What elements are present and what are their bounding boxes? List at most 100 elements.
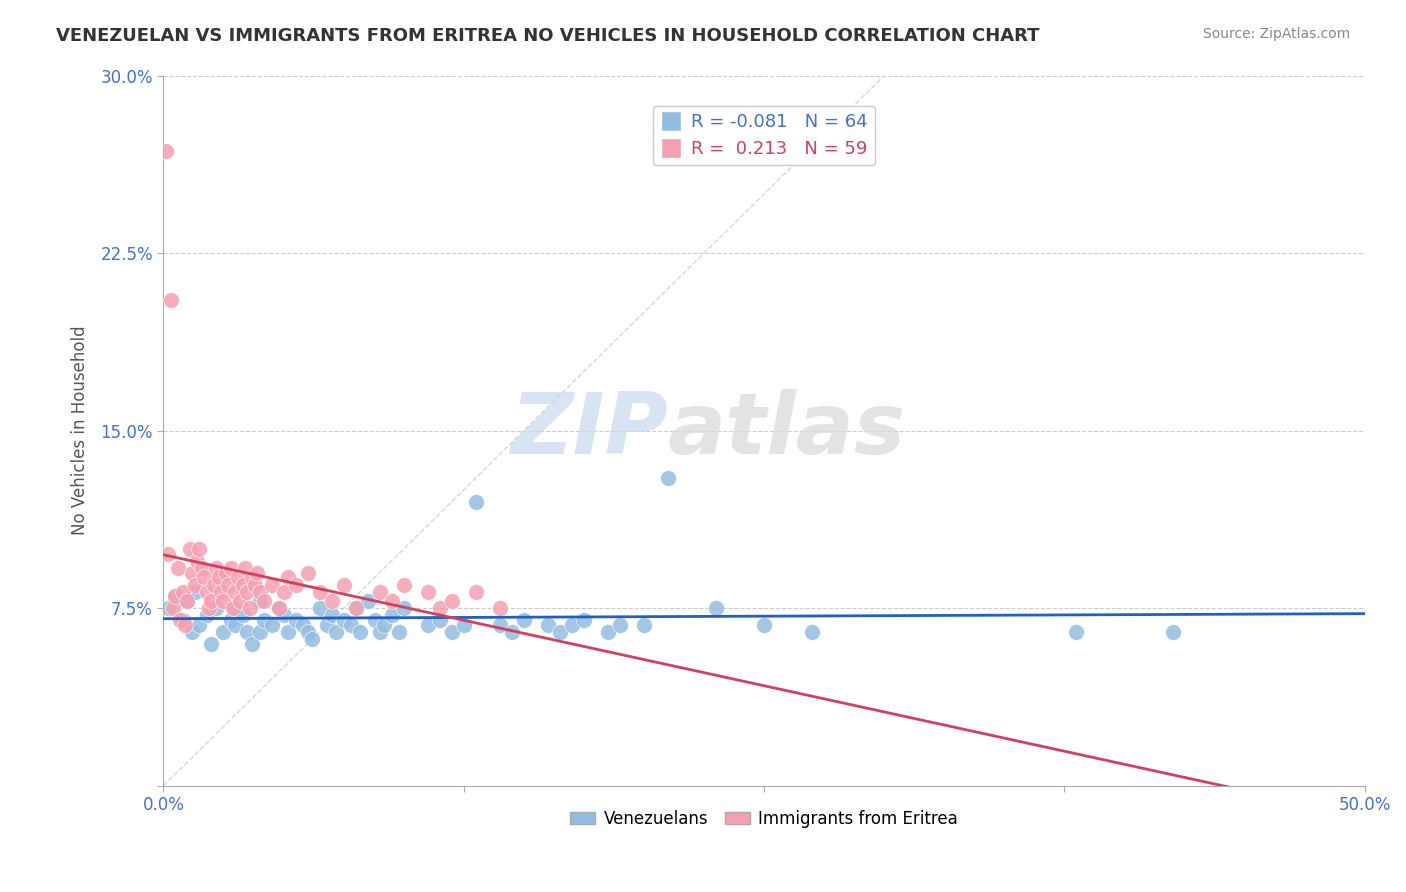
- Point: [277, 570, 299, 584]
- Point: [195, 584, 218, 599]
- Point: [174, 617, 197, 632]
- Point: [440, 624, 463, 639]
- Point: [249, 624, 271, 639]
- Point: [368, 624, 391, 639]
- Point: [501, 624, 523, 639]
- Point: [364, 613, 387, 627]
- Point: [240, 570, 263, 584]
- Point: [224, 601, 246, 615]
- Point: [273, 608, 295, 623]
- Point: [609, 617, 631, 632]
- Point: [169, 613, 191, 627]
- Point: [246, 566, 269, 580]
- Point: [260, 617, 283, 632]
- Point: [392, 577, 415, 591]
- Point: [429, 601, 451, 615]
- Point: [253, 613, 276, 627]
- Point: [344, 601, 367, 615]
- Point: [267, 601, 290, 615]
- Point: [537, 617, 560, 632]
- Point: [548, 624, 571, 639]
- Point: [1161, 624, 1184, 639]
- Point: [224, 584, 246, 599]
- Point: [325, 624, 347, 639]
- Point: [340, 617, 363, 632]
- Point: [308, 601, 330, 615]
- Point: [188, 617, 211, 632]
- Point: [219, 561, 242, 575]
- Text: atlas: atlas: [668, 389, 905, 472]
- Point: [239, 601, 262, 615]
- Point: [176, 594, 198, 608]
- Point: [209, 584, 232, 599]
- Point: [188, 542, 211, 557]
- Point: [301, 632, 323, 646]
- Point: [453, 617, 475, 632]
- Point: [488, 601, 510, 615]
- Text: ZIP: ZIP: [510, 389, 668, 472]
- Point: [208, 570, 231, 584]
- Point: [315, 617, 337, 632]
- Legend: Venezuelans, Immigrants from Eritrea: Venezuelans, Immigrants from Eritrea: [564, 803, 965, 834]
- Point: [165, 590, 187, 604]
- Point: [321, 608, 343, 623]
- Point: [704, 601, 727, 615]
- Point: [321, 594, 343, 608]
- Point: [200, 637, 222, 651]
- Point: [155, 145, 177, 159]
- Point: [165, 590, 187, 604]
- Point: [429, 613, 451, 627]
- Point: [464, 494, 486, 508]
- Point: [416, 584, 439, 599]
- Point: [229, 594, 252, 608]
- Point: [488, 617, 510, 632]
- Point: [260, 577, 283, 591]
- Point: [233, 561, 256, 575]
- Point: [176, 594, 198, 608]
- Point: [249, 594, 271, 608]
- Point: [253, 594, 276, 608]
- Point: [181, 624, 204, 639]
- Point: [243, 577, 266, 591]
- Point: [267, 601, 290, 615]
- Point: [183, 584, 205, 599]
- Point: [172, 613, 194, 627]
- Point: [332, 577, 354, 591]
- Point: [561, 617, 583, 632]
- Point: [284, 577, 307, 591]
- Point: [205, 561, 228, 575]
- Point: [191, 561, 214, 575]
- Point: [195, 608, 218, 623]
- Point: [373, 617, 395, 632]
- Point: [162, 601, 184, 615]
- Point: [224, 617, 246, 632]
- Point: [801, 624, 824, 639]
- Point: [232, 608, 254, 623]
- Point: [236, 584, 259, 599]
- Point: [205, 601, 228, 615]
- Point: [202, 577, 225, 591]
- Point: [368, 584, 391, 599]
- Point: [388, 624, 411, 639]
- Point: [157, 547, 180, 561]
- Point: [332, 613, 354, 627]
- Y-axis label: No Vehicles in Household: No Vehicles in Household: [72, 326, 89, 535]
- Point: [249, 584, 271, 599]
- Point: [513, 613, 536, 627]
- Point: [308, 584, 330, 599]
- Point: [381, 608, 404, 623]
- Point: [215, 566, 238, 580]
- Point: [349, 624, 371, 639]
- Point: [297, 566, 319, 580]
- Point: [344, 601, 367, 615]
- Point: [596, 624, 619, 639]
- Point: [159, 293, 181, 308]
- Point: [212, 624, 235, 639]
- Point: [752, 617, 775, 632]
- Point: [172, 584, 194, 599]
- Point: [440, 594, 463, 608]
- Point: [226, 570, 249, 584]
- Point: [236, 624, 259, 639]
- Point: [217, 577, 239, 591]
- Text: VENEZUELAN VS IMMIGRANTS FROM ERITREA NO VEHICLES IN HOUSEHOLD CORRELATION CHART: VENEZUELAN VS IMMIGRANTS FROM ERITREA NO…: [56, 27, 1040, 45]
